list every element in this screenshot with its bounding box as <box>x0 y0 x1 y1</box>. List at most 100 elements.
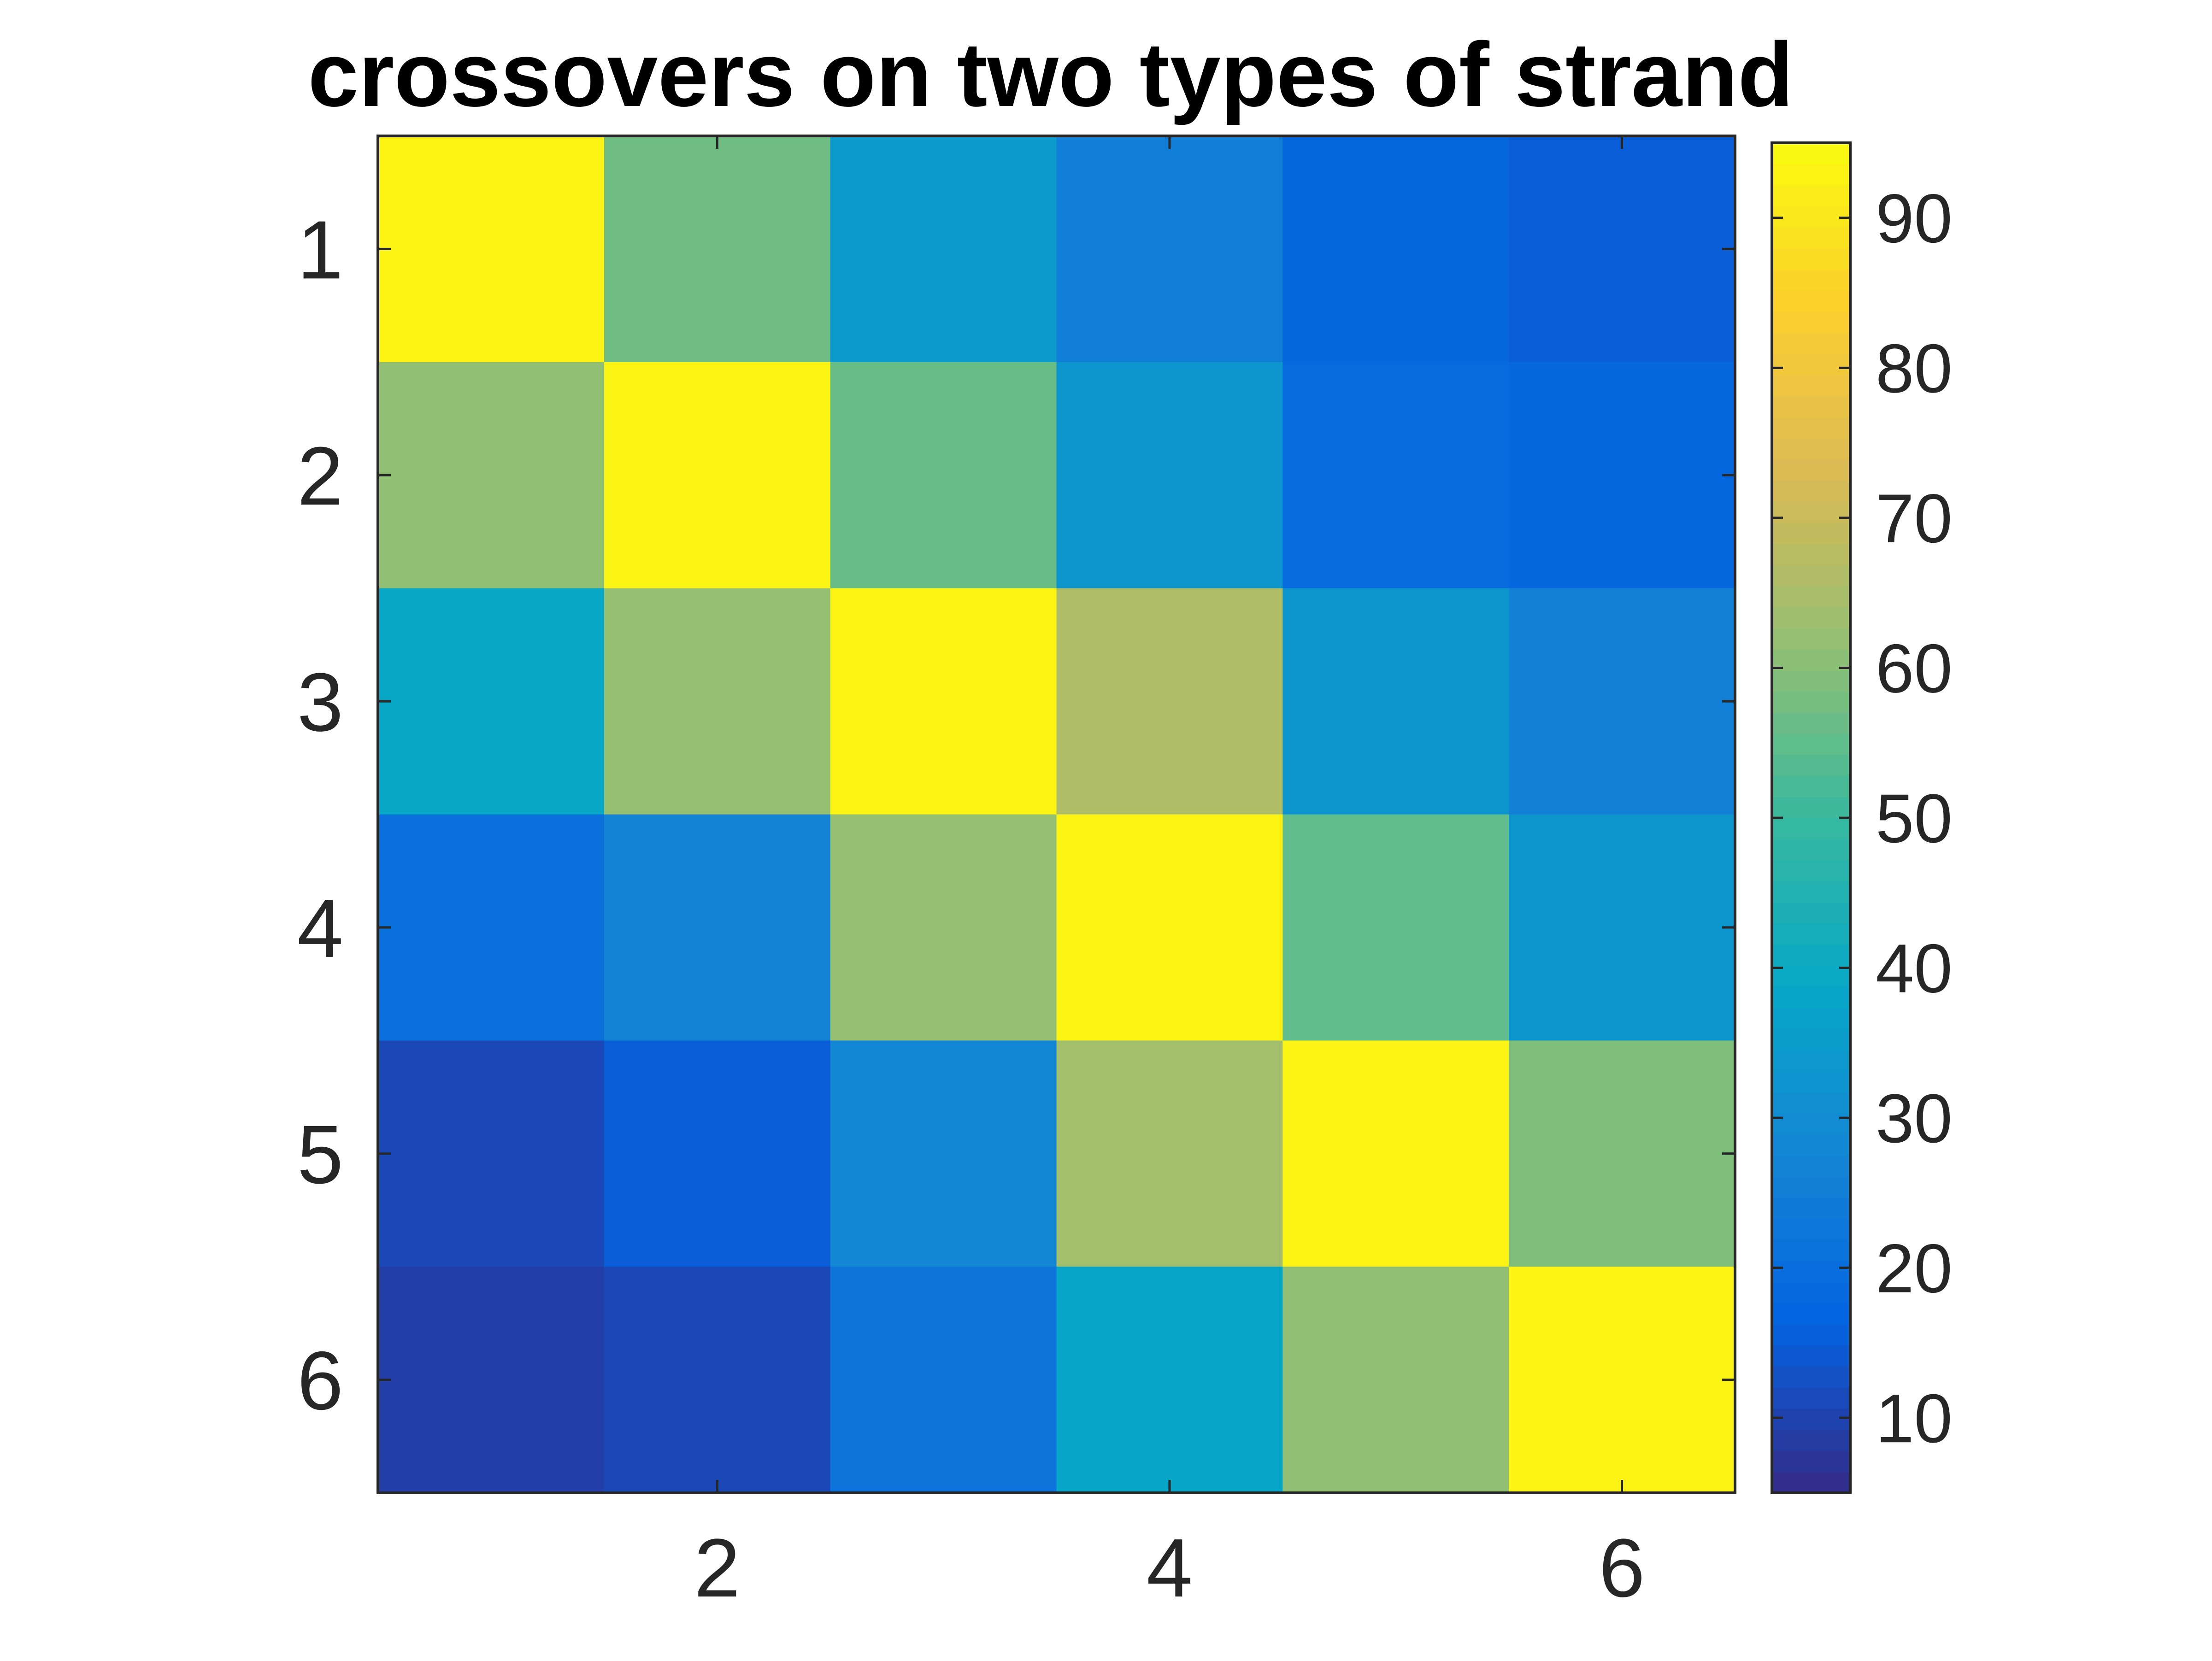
colorbar-segment <box>1772 881 1850 903</box>
heatmap-cell <box>830 1040 1057 1267</box>
colorbar-segment <box>1772 438 1850 460</box>
heatmap-cell <box>378 362 605 589</box>
x-tick-label: 6 <box>1599 1522 1645 1614</box>
heatmap-cell <box>604 588 831 815</box>
colorbar-tick-label: 90 <box>1876 180 1953 257</box>
colorbar-segment <box>1772 1429 1850 1451</box>
colorbar-segment <box>1772 691 1850 713</box>
colorbar-tick-label: 30 <box>1876 1080 1953 1157</box>
y-tick-label: 2 <box>297 430 343 522</box>
heatmap-cell <box>604 136 831 363</box>
heatmap-cell <box>378 136 605 363</box>
colorbar-tick-label: 60 <box>1876 629 1953 707</box>
colorbar-tick-label: 10 <box>1876 1379 1953 1457</box>
colorbar-segment <box>1772 143 1850 164</box>
colorbar-segment <box>1772 1324 1850 1346</box>
colorbar-segment <box>1772 818 1850 839</box>
colorbar-segment <box>1772 1008 1850 1029</box>
colorbar-segment <box>1772 459 1850 481</box>
colorbar-segment <box>1772 670 1850 692</box>
colorbar-segment <box>1772 1303 1850 1325</box>
colorbar-segment <box>1772 1155 1850 1177</box>
y-tick-label: 4 <box>297 882 343 975</box>
heatmap-cell <box>378 1267 605 1493</box>
colorbar-segment <box>1772 206 1850 228</box>
colorbar-tick-label: 20 <box>1876 1230 1953 1307</box>
heatmap-cell <box>604 1040 831 1267</box>
y-tick-label: 1 <box>297 204 343 296</box>
colorbar-segment <box>1772 1408 1850 1430</box>
colorbar-segment <box>1772 1366 1850 1388</box>
colorbar-segment <box>1772 986 1850 1008</box>
colorbar-segment <box>1772 501 1850 523</box>
heatmap-cell <box>830 1267 1057 1493</box>
heatmap-cells <box>378 136 1735 1493</box>
heatmap-cell <box>1282 814 1509 1041</box>
colorbar-segment <box>1772 965 1850 987</box>
y-tick-label: 6 <box>297 1335 343 1427</box>
colorbar-segment <box>1772 1028 1850 1051</box>
heatmap-cell <box>830 362 1057 589</box>
y-tick-label: 3 <box>297 656 343 749</box>
colorbar-segment <box>1772 248 1850 270</box>
heatmap-cell <box>830 588 1057 815</box>
colorbar-segment <box>1772 164 1850 186</box>
colorbar-segment <box>1772 797 1850 818</box>
colorbar-segment <box>1772 1071 1850 1092</box>
colorbar-segment <box>1772 1239 1850 1262</box>
heatmap-cell <box>1282 588 1509 815</box>
colorbar-tick-label: 40 <box>1876 930 1953 1007</box>
y-tick-label: 5 <box>297 1109 343 1201</box>
colorbar-segment <box>1772 396 1850 417</box>
heatmap-axes: 2 4 6 1 2 3 4 5 6 <box>297 135 1736 1614</box>
colorbar-segment <box>1772 733 1850 755</box>
heatmap-cell <box>1282 362 1509 589</box>
colorbar-segment <box>1772 902 1850 924</box>
colorbar-segment <box>1772 375 1850 397</box>
colorbar: 10 20 30 40 50 60 70 80 90 <box>1771 141 1953 1494</box>
heatmap-cell <box>1056 588 1283 815</box>
colorbar-tick-label: 80 <box>1876 329 1953 407</box>
heatmap-cell <box>378 1040 605 1267</box>
colorbar-segment <box>1772 1450 1850 1473</box>
x-tick-label: 2 <box>694 1522 740 1614</box>
colorbar-segment <box>1772 1176 1850 1198</box>
colorbar-segment <box>1772 944 1850 966</box>
x-tick-label: 4 <box>1147 1522 1193 1614</box>
colorbar-segment <box>1772 712 1850 734</box>
heatmap-cell <box>1509 1040 1735 1267</box>
colorbar-segment <box>1772 564 1850 587</box>
heatmap-cell <box>1282 136 1509 363</box>
colorbar-segment <box>1772 1197 1850 1219</box>
heatmap-cell <box>1282 1040 1509 1267</box>
heatmap-cell <box>1509 1267 1735 1493</box>
colorbar-segment <box>1772 311 1850 333</box>
colorbar-segment <box>1772 754 1850 776</box>
axes-frame <box>377 135 1736 1494</box>
heatmap-cell <box>1056 1267 1283 1493</box>
colorbar-segment <box>1772 1050 1850 1072</box>
colorbar-segment <box>1772 480 1850 502</box>
heatmap-cell <box>1509 136 1735 363</box>
heatmap-cell <box>1056 362 1283 589</box>
colorbar-segment <box>1772 227 1850 249</box>
heatmap-cell <box>1056 136 1283 363</box>
colorbar-segment <box>1772 1387 1850 1409</box>
heatmap-cell <box>378 588 605 815</box>
colorbar-segment <box>1772 1218 1850 1240</box>
colorbar-segment <box>1772 586 1850 607</box>
colorbar-tick-label: 50 <box>1876 780 1953 857</box>
colorbar-segment <box>1772 628 1850 650</box>
colorbar-segment <box>1772 353 1850 376</box>
chart-title: crossovers on two types of strand <box>308 23 1794 125</box>
heatmap-cell <box>1056 814 1283 1041</box>
heatmap-cell <box>604 814 831 1041</box>
heatmap-cell <box>378 814 605 1041</box>
colorbar-segment <box>1772 417 1850 439</box>
colorbar-segment <box>1772 185 1850 207</box>
colorbar-segment <box>1772 649 1850 671</box>
heatmap-cell <box>1509 814 1735 1041</box>
colorbar-segment <box>1772 290 1850 312</box>
colorbar-segment <box>1772 269 1850 291</box>
